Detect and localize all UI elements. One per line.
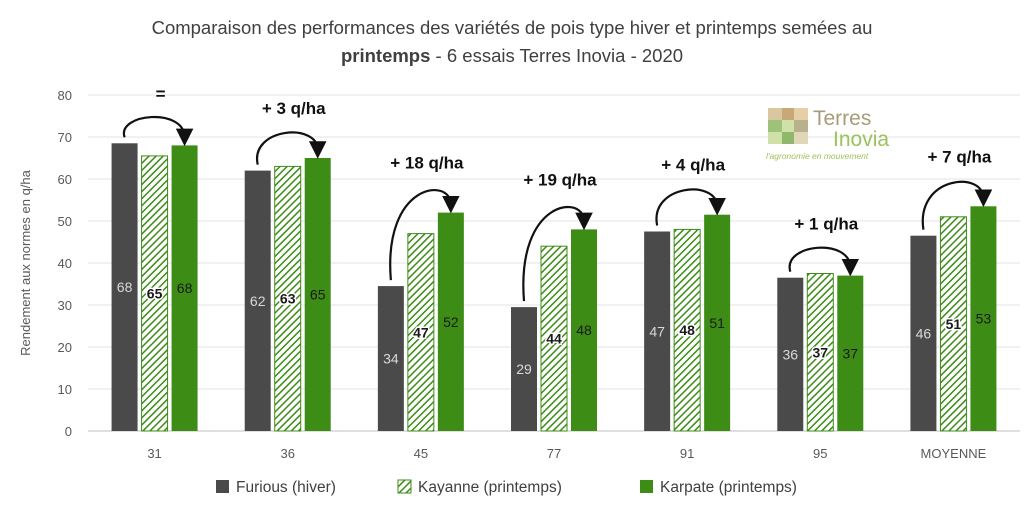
annotation-arrow xyxy=(522,205,593,302)
bar xyxy=(910,235,937,431)
bar-data-label: 68 xyxy=(117,279,133,295)
bar-data-label: 51 xyxy=(946,316,962,332)
bar xyxy=(806,273,834,432)
y-tick-label: 60 xyxy=(58,172,72,187)
annotation-arrow xyxy=(256,131,327,165)
legend: Furious (hiver) Kayanne (printemps) Karpat… xyxy=(216,479,797,496)
bar-data-label: 62 xyxy=(250,293,266,309)
chart-title-bold: printemps xyxy=(340,45,431,66)
x-tick-label: 91 xyxy=(680,446,694,461)
bar xyxy=(511,307,537,431)
annotation-arrow xyxy=(655,188,726,226)
y-tick-label: 0 xyxy=(65,424,72,439)
bar xyxy=(939,216,967,432)
bar-data-label: 47 xyxy=(649,323,665,339)
bar xyxy=(540,245,568,432)
bar xyxy=(704,214,731,431)
annotation-label: + 4 q/ha xyxy=(661,156,725,175)
legend-label: Kayanne (printemps) xyxy=(418,479,562,496)
legend-label: Furious (hiver) xyxy=(236,479,336,496)
bar xyxy=(777,277,804,431)
bar-data-label: 29 xyxy=(516,361,532,377)
annotation-arrow xyxy=(921,180,993,230)
bar-data-label: 48 xyxy=(679,322,695,338)
x-tick-label: MOYENNE xyxy=(921,446,987,461)
bar xyxy=(304,158,331,431)
y-tick-label: 30 xyxy=(58,298,72,313)
bar-data-label: 53 xyxy=(976,311,992,327)
logo-name-line2: Inovia xyxy=(833,128,889,151)
bar xyxy=(171,145,198,431)
bar xyxy=(377,286,404,431)
chart-title-line1: Comparaison des performances des variété… xyxy=(151,17,873,38)
legend-swatch xyxy=(640,480,653,493)
annotation-label: = xyxy=(156,84,166,103)
bar xyxy=(673,228,701,432)
y-tick-label: 20 xyxy=(58,340,72,355)
chart-title: Comparaison des performances des variété… xyxy=(0,14,1024,70)
bar xyxy=(244,170,271,431)
bar-data-label: 37 xyxy=(842,345,858,361)
chart-title-line2: printemps - 6 essais Terres Inovia - 202… xyxy=(0,42,1024,70)
bar-data-label: 34 xyxy=(383,351,399,367)
bar xyxy=(437,212,464,431)
bar-data-label: 63 xyxy=(280,291,296,307)
bar-data-label: 51 xyxy=(709,315,725,331)
bar xyxy=(970,206,997,431)
x-tick-label: 36 xyxy=(280,446,294,461)
bar xyxy=(644,231,671,431)
bar xyxy=(407,233,435,432)
bar-data-label: 44 xyxy=(546,331,562,347)
bar-data-label: 47 xyxy=(413,324,429,340)
bar-data-label: 68 xyxy=(177,280,193,296)
y-tick-label: 40 xyxy=(58,256,72,271)
annotation-arrow xyxy=(122,115,194,147)
bar-data-label: 46 xyxy=(916,325,932,341)
logo-name-line1: Terres xyxy=(813,107,871,130)
bar-data-label: 52 xyxy=(443,314,459,330)
annotation-label: + 19 q/ha xyxy=(523,170,597,189)
annotation-arrow xyxy=(389,189,460,281)
logo-tagline: l'agronomie en mouvement xyxy=(766,151,869,161)
y-axis-label: Rendement aux normes en q/ha xyxy=(18,169,33,355)
annotation-arrow xyxy=(788,246,860,277)
bar xyxy=(111,143,138,432)
bar xyxy=(837,275,864,431)
annotation-label: + 7 q/ha xyxy=(928,147,992,166)
y-tick-label: 70 xyxy=(58,130,72,145)
annotations: = + 3 q/ha + 18 q/ha + 19 q/ha + 4 q/ha + 1 q… xyxy=(122,84,993,302)
annotation-label: + 18 q/ha xyxy=(390,154,464,173)
axes: 0 10 20 30 40 50 60 70 80 Rendement aux normes en… xyxy=(18,88,987,461)
x-tick-label: 95 xyxy=(813,446,827,461)
annotation-label: + 3 q/ha xyxy=(262,99,326,118)
bar-data-label: 36 xyxy=(782,346,798,362)
y-tick-label: 10 xyxy=(58,382,72,397)
bar-data-label: 37 xyxy=(812,344,828,360)
bar xyxy=(274,165,302,432)
bar-data-label: 65 xyxy=(147,285,163,301)
legend-swatch xyxy=(216,480,229,493)
annotation-label: + 1 q/ha xyxy=(794,215,858,234)
terres-inovia-logo: Terres Inovia l'agronomie en mouvement xyxy=(766,107,889,161)
x-tick-label: 45 xyxy=(414,446,428,461)
bar xyxy=(141,155,169,432)
bar-data-label: 65 xyxy=(310,287,326,303)
chart-title-rest: - 6 essais Terres Inovia - 2020 xyxy=(430,45,684,66)
x-tick-label: 31 xyxy=(147,446,161,461)
bar xyxy=(571,229,597,431)
x-tick-label: 77 xyxy=(547,446,561,461)
bar-data-label: 48 xyxy=(576,322,592,338)
legend-swatch xyxy=(397,479,412,494)
y-tick-label: 80 xyxy=(58,88,72,103)
bars: 68 65 68 62 63 65 34 47 52 29 44 48 47 48 51 36 37 37 46 51… xyxy=(111,143,997,432)
y-tick-label: 50 xyxy=(58,214,72,229)
legend-label: Karpate (printemps) xyxy=(660,479,797,496)
